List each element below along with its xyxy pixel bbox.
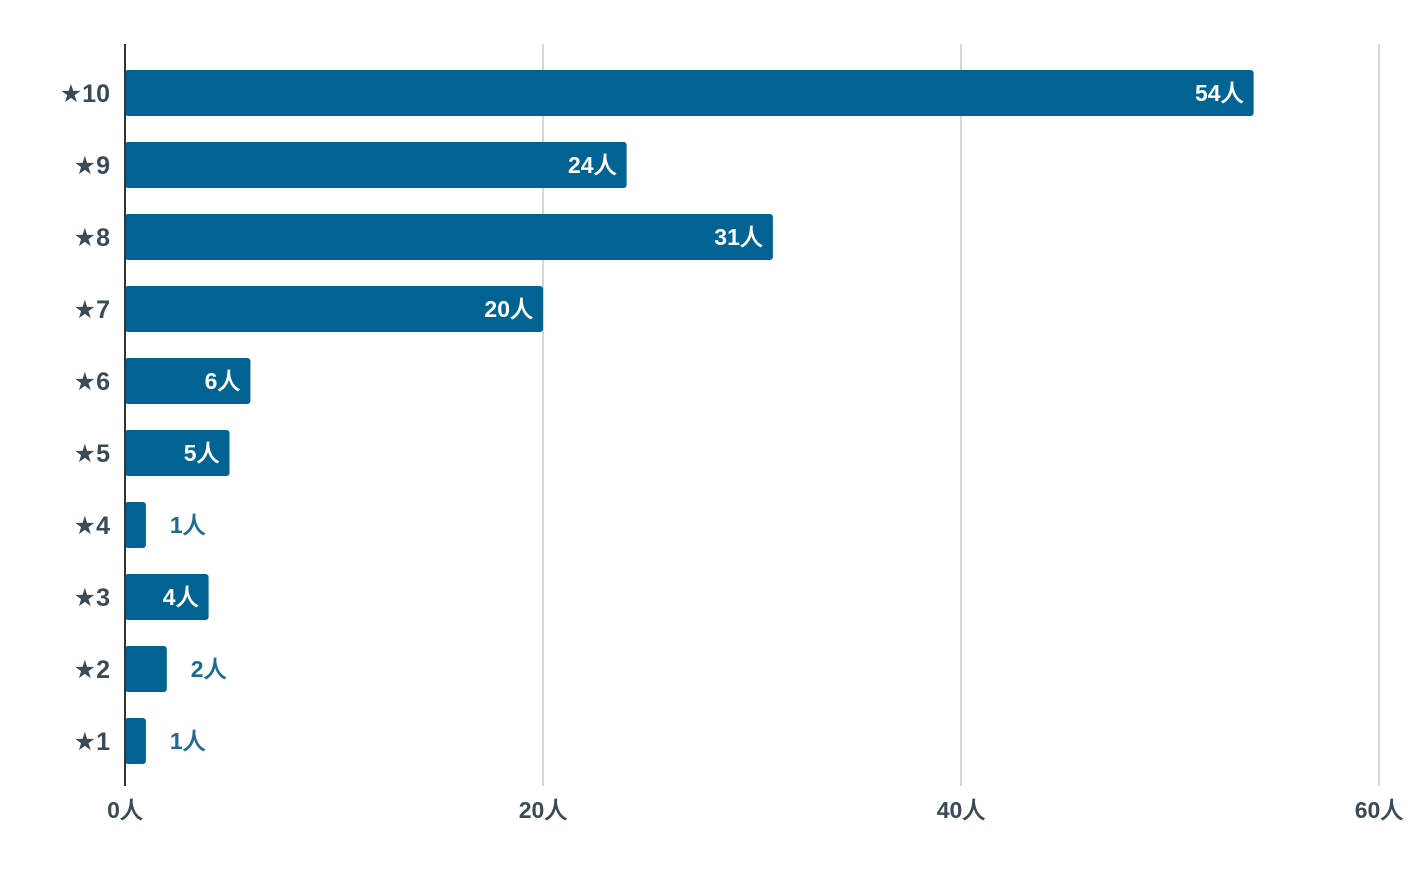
bar: [125, 430, 230, 476]
data-label: 24人: [568, 152, 618, 178]
bars: [125, 70, 1254, 764]
bar: [125, 286, 543, 332]
category-label: ★4: [74, 512, 110, 540]
category-label: ★3: [74, 584, 110, 612]
bar: [125, 646, 167, 692]
bar: [125, 70, 1254, 116]
category-label: ★1: [74, 728, 110, 756]
x-tick-label: 20人: [519, 797, 569, 823]
data-label: 1人: [170, 512, 207, 538]
data-label: 54人: [1195, 80, 1245, 106]
data-label: 1人: [170, 728, 207, 754]
labels: 0人 20人 40人 60人 ★10 54人 ★9 24人 ★8 31人 ★7 20人 ★6 6人 ★5 5人…: [60, 80, 1405, 823]
data-label: 4人: [163, 584, 200, 610]
bar: [125, 502, 146, 548]
category-label: ★9: [74, 152, 110, 180]
category-label: ★10: [60, 80, 110, 108]
category-label: ★7: [74, 296, 110, 324]
data-label: 5人: [184, 440, 221, 466]
category-label: ★5: [74, 440, 110, 468]
category-label: ★8: [74, 224, 110, 252]
data-label: 20人: [484, 296, 534, 322]
bar: [125, 358, 251, 404]
category-label: ★6: [74, 368, 110, 396]
x-tick-label: 60人: [1355, 797, 1405, 823]
bar: [125, 214, 773, 260]
bar: [125, 574, 209, 620]
data-label: 2人: [191, 656, 228, 682]
bar: [125, 718, 146, 764]
bar: [125, 142, 627, 188]
data-label: 6人: [205, 368, 242, 394]
category-label: ★2: [74, 656, 110, 684]
data-label: 31人: [714, 224, 764, 250]
grid-lines: [542, 44, 1380, 786]
x-tick-label: 40人: [937, 797, 987, 823]
x-tick-label: 0人: [107, 797, 144, 823]
